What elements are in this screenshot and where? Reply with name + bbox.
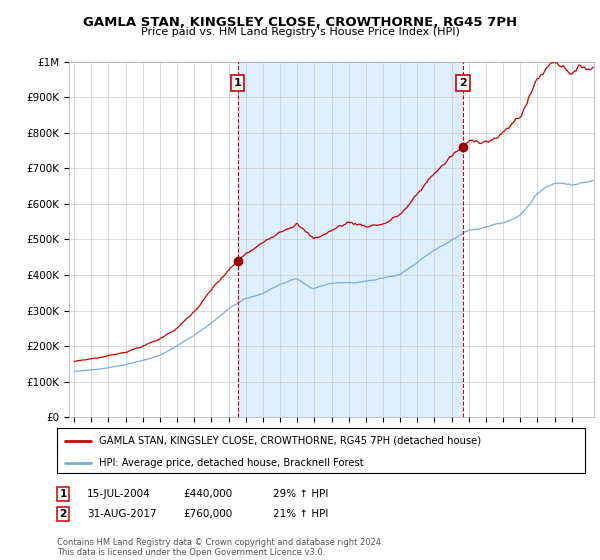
Text: Contains HM Land Registry data © Crown copyright and database right 2024.
This d: Contains HM Land Registry data © Crown c…	[57, 538, 383, 557]
Text: 1: 1	[59, 489, 67, 499]
Text: 21% ↑ HPI: 21% ↑ HPI	[273, 509, 328, 519]
Text: Price paid vs. HM Land Registry's House Price Index (HPI): Price paid vs. HM Land Registry's House …	[140, 27, 460, 37]
Bar	[238, 62, 463, 417]
Text: 2: 2	[59, 509, 67, 519]
Text: 31-AUG-2017: 31-AUG-2017	[87, 509, 157, 519]
Text: GAMLA STAN, KINGSLEY CLOSE, CROWTHORNE, RG45 7PH: GAMLA STAN, KINGSLEY CLOSE, CROWTHORNE, …	[83, 16, 517, 29]
Text: 15-JUL-2004: 15-JUL-2004	[87, 489, 151, 499]
Text: £760,000: £760,000	[183, 509, 232, 519]
Text: 2: 2	[459, 78, 467, 88]
Text: £440,000: £440,000	[183, 489, 232, 499]
Text: GAMLA STAN, KINGSLEY CLOSE, CROWTHORNE, RG45 7PH (detached house): GAMLA STAN, KINGSLEY CLOSE, CROWTHORNE, …	[99, 436, 481, 446]
Text: HPI: Average price, detached house, Bracknell Forest: HPI: Average price, detached house, Brac…	[99, 458, 364, 468]
Text: 1: 1	[234, 78, 242, 88]
Text: 29% ↑ HPI: 29% ↑ HPI	[273, 489, 328, 499]
